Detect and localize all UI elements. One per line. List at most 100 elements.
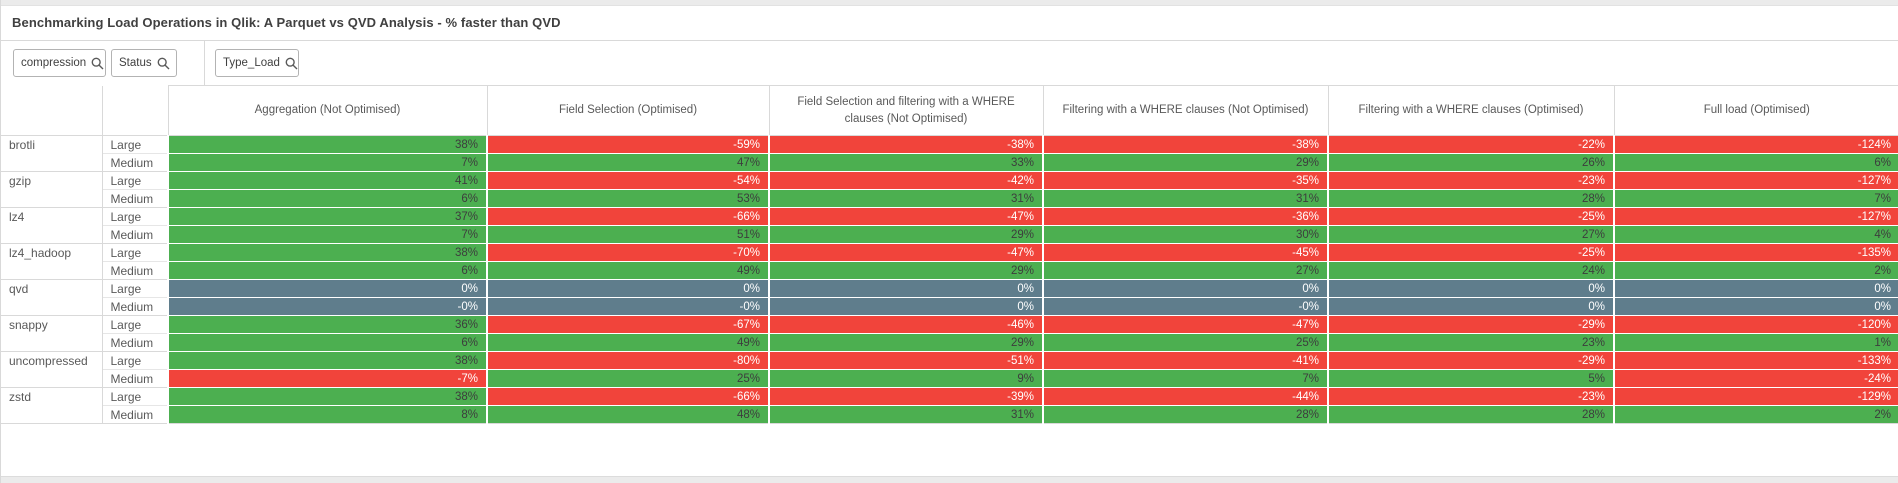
filter-status[interactable]: Status [111,49,177,77]
status-cell[interactable]: Large [102,315,169,334]
search-icon[interactable] [91,57,104,70]
measure-header: Filtering with a WHERE clauses (Optimise… [1327,85,1614,136]
measure-header: Aggregation (Not Optimised) [167,85,487,136]
status-cell[interactable]: Large [102,387,169,406]
status-cell[interactable]: Medium [102,153,169,172]
value-cell: 41% [167,171,487,190]
value-cell: 6% [167,333,487,352]
value-cell: -41% [1042,351,1328,370]
status-cell[interactable]: Large [102,279,169,298]
value-cell: 38% [167,243,487,262]
value-cell: -42% [768,171,1043,190]
pivot-row: Medium 7% 51% 29% 30% 27% 4% [1,225,1898,244]
filter-bar: compression Status Type_Load [1,41,1898,85]
value-cell: 30% [1042,225,1328,244]
status-cell[interactable]: Large [102,171,169,190]
value-cell: 23% [1327,333,1614,352]
value-cell: -66% [486,387,769,406]
value-cell: 6% [1613,153,1898,172]
value-cell: 36% [167,315,487,334]
value-cell: -120% [1613,315,1898,334]
pivot-header-row: Aggregation (Not Optimised) Field Select… [1,85,1898,136]
value-cell: 49% [486,261,769,280]
status-cell[interactable]: Large [102,135,169,154]
value-cell: 31% [768,405,1043,424]
value-cell: 49% [486,333,769,352]
value-cell: 38% [167,351,487,370]
filter-type-load-label: Type_Load [223,57,280,69]
value-cell: 31% [1042,189,1328,208]
pivot-table: Aggregation (Not Optimised) Field Select… [1,85,1898,424]
search-icon[interactable] [285,57,298,70]
value-cell: 9% [768,369,1043,388]
value-cell: -135% [1613,243,1898,262]
value-cell: 28% [1042,405,1328,424]
value-cell: 29% [768,261,1043,280]
value-cell: 26% [1327,153,1614,172]
pivot-row: Medium -7% 25% 9% 7% 5% -24% [1,369,1898,388]
status-cell[interactable]: Large [102,243,169,262]
pivot-row: Medium 6% 49% 29% 27% 24% 2% [1,261,1898,280]
measure-header: Field Selection and filtering with a WHE… [768,85,1043,136]
value-cell: -38% [768,135,1043,154]
pivot-row: qvd Large 0% 0% 0% 0% 0% 0% [1,279,1898,316]
pivot-row: brotli Large 38% -59% -38% -38% -22% -124% [1,135,1898,172]
status-cell[interactable]: Large [102,207,169,226]
status-cell[interactable]: Large [102,351,169,370]
value-cell: -0% [486,297,769,316]
value-cell: -127% [1613,207,1898,226]
status-cell[interactable]: Medium [102,297,169,316]
filter-type-load[interactable]: Type_Load [215,49,299,77]
value-cell: -38% [1042,135,1328,154]
value-cell: 0% [1613,279,1898,298]
value-cell: 31% [768,189,1043,208]
pivot-row: uncompressed Large 38% -80% -51% -41% -29% -133… [1,351,1898,388]
status-cell[interactable]: Medium [102,225,169,244]
value-cell: -24% [1613,369,1898,388]
value-cell: 4% [1613,225,1898,244]
value-cell: 33% [768,153,1043,172]
compression-cell[interactable]: qvd [1,279,103,316]
value-cell: 1% [1613,333,1898,352]
value-cell: -47% [768,207,1043,226]
status-cell[interactable]: Medium [102,261,169,280]
value-cell: 28% [1327,405,1614,424]
compression-cell[interactable]: brotli [1,135,103,172]
pivot-row: Medium 6% 49% 29% 25% 23% 1% [1,333,1898,352]
status-cell[interactable]: Medium [102,369,169,388]
value-cell: 6% [167,189,487,208]
value-cell: 37% [167,207,487,226]
compression-cell[interactable]: snappy [1,315,103,352]
value-cell: 51% [486,225,769,244]
value-cell: 7% [1613,189,1898,208]
status-cell[interactable]: Medium [102,189,169,208]
pivot-row: lz4 Large 37% -66% -47% -36% -25% -127% [1,207,1898,244]
value-cell: -29% [1327,351,1614,370]
value-cell: 0% [1042,279,1328,298]
value-cell: -36% [1042,207,1328,226]
value-cell: -80% [486,351,769,370]
compression-cell[interactable]: lz4_hadoop [1,243,103,280]
compression-cell[interactable]: gzip [1,171,103,208]
filter-compression-label: compression [21,57,87,69]
value-cell: -133% [1613,351,1898,370]
value-cell: 7% [167,153,487,172]
measure-header: Filtering with a WHERE clauses (Not Opti… [1042,85,1328,136]
value-cell: -66% [486,207,769,226]
corner-cell-compression [1,85,103,136]
value-cell: -47% [1042,315,1328,334]
value-cell: 38% [167,387,487,406]
filter-compression[interactable]: compression [13,49,106,77]
pivot-row: Medium 8% 48% 31% 28% 28% 2% [1,405,1898,424]
status-cell[interactable]: Medium [102,333,169,352]
value-cell: -54% [486,171,769,190]
value-cell: -39% [768,387,1043,406]
value-cell: 48% [486,405,769,424]
status-cell[interactable]: Medium [102,405,169,424]
value-cell: 2% [1613,405,1898,424]
compression-cell[interactable]: uncompressed [1,351,103,388]
compression-cell[interactable]: zstd [1,387,103,424]
search-icon[interactable] [157,57,170,70]
compression-cell[interactable]: lz4 [1,207,103,244]
